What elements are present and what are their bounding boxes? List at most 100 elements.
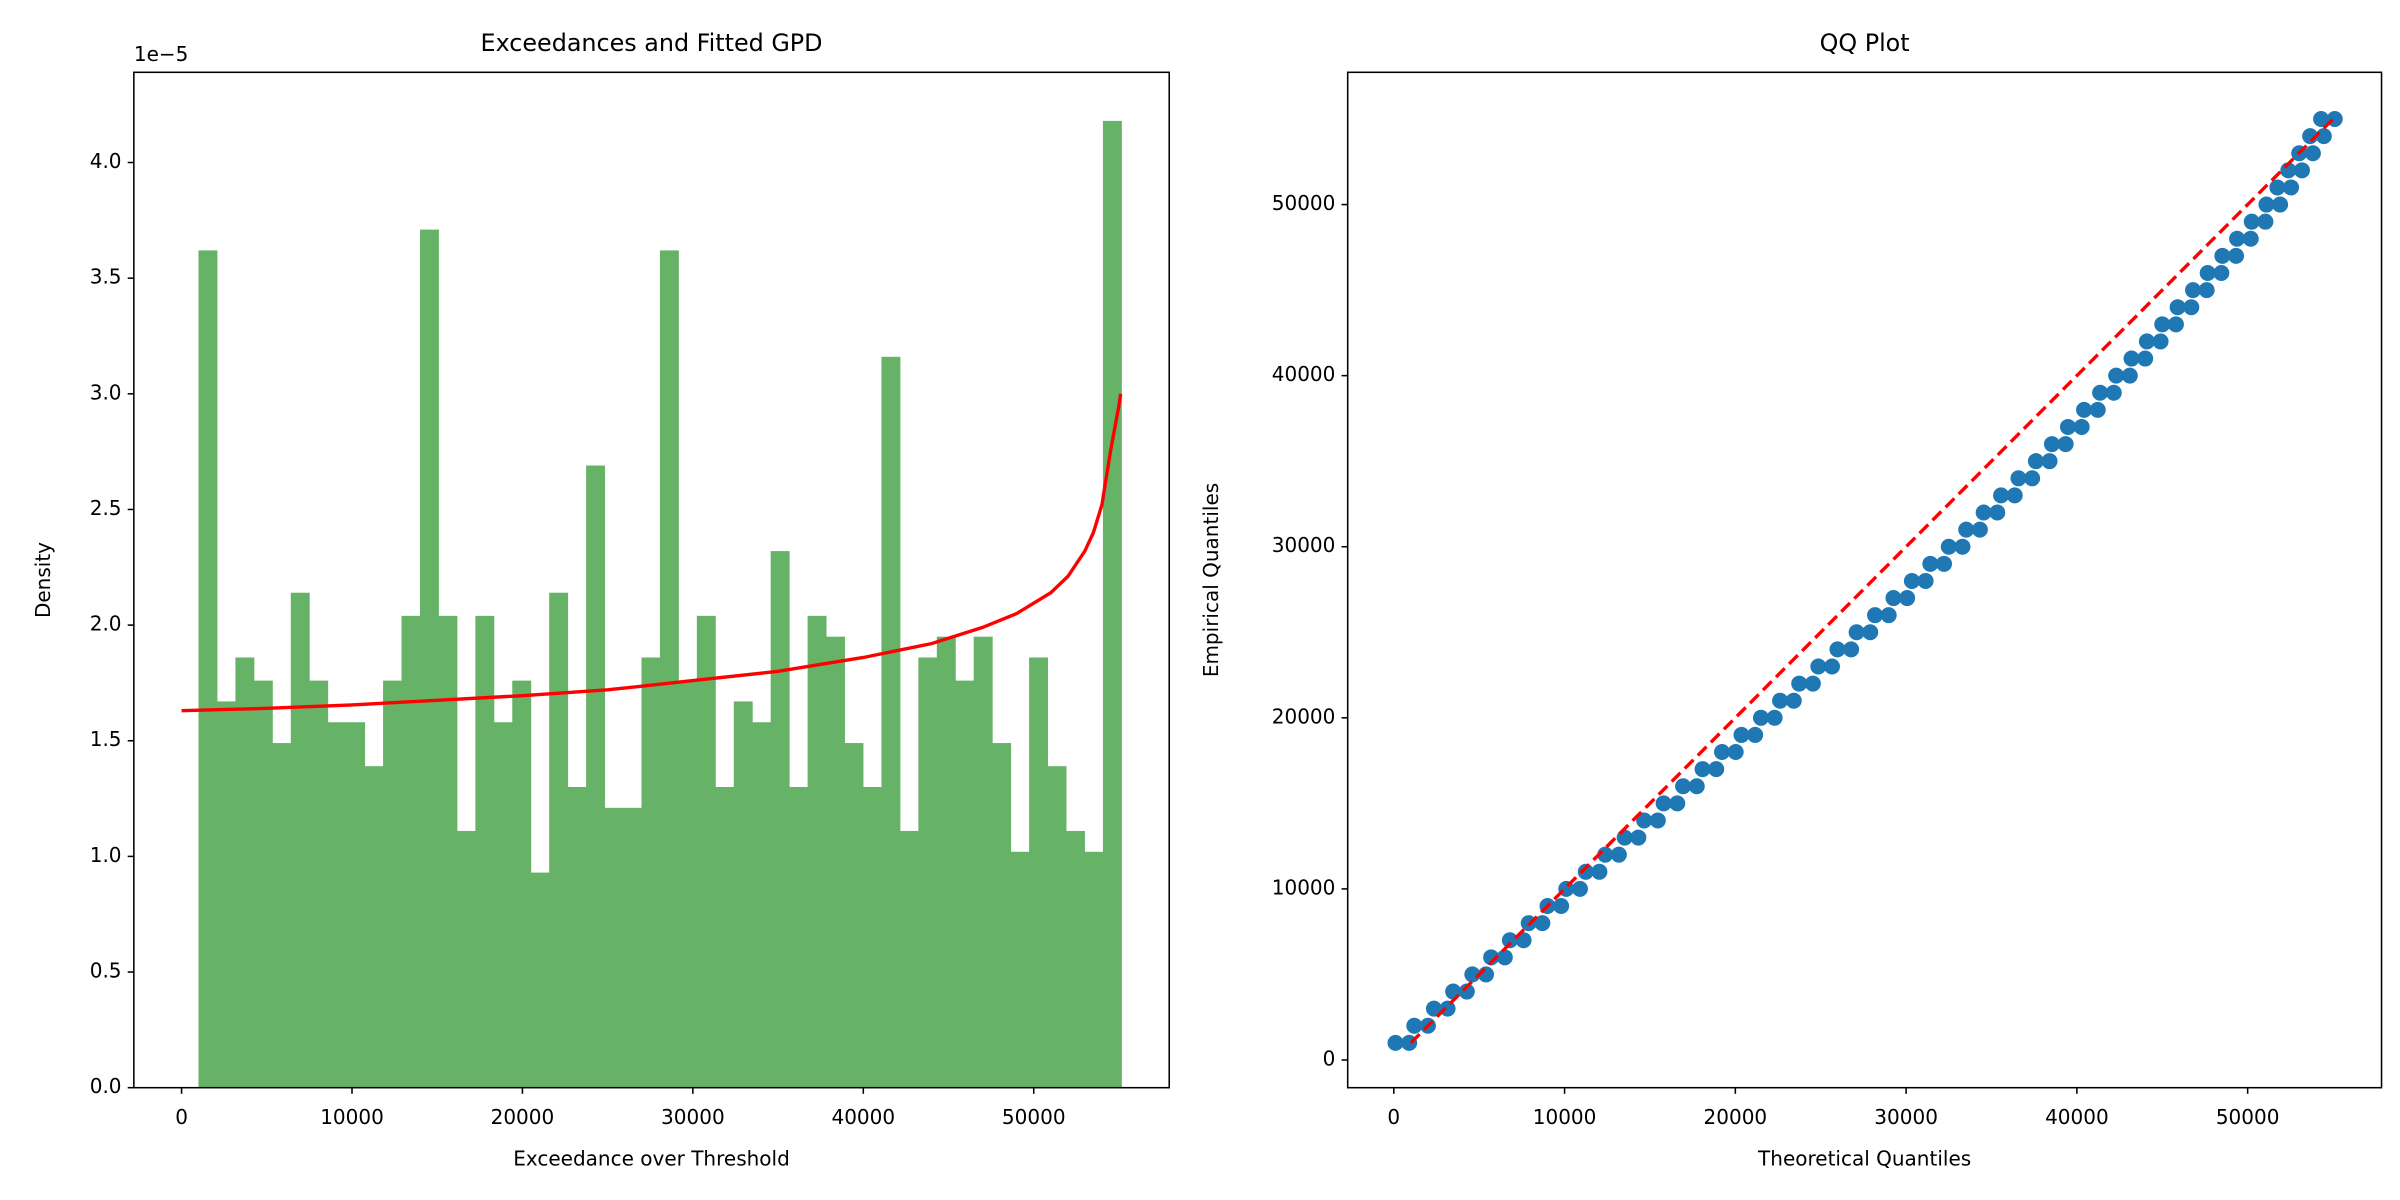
histogram-bar — [641, 657, 661, 1088]
histogram-bar — [678, 680, 698, 1088]
axes-frame — [1346, 71, 2383, 1089]
qq-point — [2214, 247, 2231, 264]
qq-point — [2199, 264, 2216, 281]
x-axis-label: Theoretical Quantiles — [1757, 1147, 1971, 1171]
histogram-bar — [364, 766, 384, 1088]
histogram-bar — [586, 465, 606, 1088]
qq-point — [2185, 282, 2202, 299]
x-tick-label: 40000 — [831, 1105, 895, 1129]
histogram-bar — [456, 830, 476, 1088]
qq-point — [1899, 590, 1916, 607]
qq-point — [1591, 863, 1608, 880]
x-tick-label: 30000 — [661, 1105, 725, 1129]
qq-point — [1439, 1000, 1456, 1017]
histogram-bar — [899, 830, 919, 1088]
histogram-bar — [715, 787, 735, 1088]
y-tick-label: 3.5 — [90, 265, 122, 289]
qq-point — [1989, 504, 2006, 521]
qq-point — [2169, 299, 2186, 316]
qq-point — [2024, 470, 2041, 487]
histogram-bar — [383, 680, 402, 1088]
histogram-bar — [272, 743, 292, 1088]
histogram-bar — [530, 872, 550, 1088]
qq-point — [1810, 658, 1827, 675]
qq-point — [1903, 572, 1920, 589]
qq-point — [2272, 196, 2289, 213]
histogram-bar — [973, 636, 993, 1088]
qq-point — [2228, 247, 2245, 264]
histogram-bar — [475, 615, 495, 1088]
x-tick-label: 20000 — [491, 1105, 555, 1129]
histogram-bar — [862, 787, 882, 1088]
qq-point — [1464, 966, 1481, 983]
qq-point — [1975, 504, 1992, 521]
qq-point — [2257, 213, 2274, 230]
histogram-bar — [419, 229, 439, 1088]
qq-point — [2304, 145, 2321, 162]
y-tick-label: 1.5 — [90, 727, 122, 751]
y-axis-label: Density — [31, 542, 55, 618]
qq-point — [2073, 418, 2090, 435]
qq-point — [2089, 401, 2106, 418]
histogram-bar — [493, 722, 513, 1088]
histogram-bar — [807, 615, 827, 1088]
y-axis-label: Empirical Quantiles — [1199, 483, 1223, 677]
x-tick-label: 0 — [1387, 1105, 1400, 1129]
qq-point — [1804, 675, 1821, 692]
histogram-bar — [309, 680, 329, 1088]
y-tick-label: 0.5 — [90, 959, 122, 983]
histogram-bar — [401, 615, 421, 1088]
qq-point — [1669, 795, 1686, 812]
qq-point — [2105, 384, 2122, 401]
qq-point — [1458, 983, 1475, 1000]
qq-point — [2242, 230, 2259, 247]
y-tick-label: 20000 — [1272, 704, 1336, 728]
histogram-bar — [1084, 851, 1104, 1088]
x-tick-label: 50000 — [2216, 1105, 2280, 1129]
y-tick-label: 0 — [1323, 1046, 1336, 1070]
qq-point — [1936, 555, 1953, 572]
y-tick-label: 0.0 — [90, 1074, 122, 1098]
histogram-bar — [198, 250, 218, 1088]
fitted-gpd-line — [181, 393, 1123, 713]
histogram-bar — [955, 680, 975, 1088]
histogram-bar — [512, 680, 532, 1088]
x-tick-label: 50000 — [1002, 1105, 1066, 1129]
histogram-bar — [696, 615, 716, 1088]
qq-point — [1630, 829, 1647, 846]
qq-point — [1880, 607, 1897, 624]
qq-point — [2167, 316, 2184, 333]
qq-point — [2006, 487, 2023, 504]
qq-point — [1675, 778, 1692, 795]
qq-point — [1571, 880, 1588, 897]
histogram-bar — [1102, 120, 1122, 1088]
qq-point — [1971, 521, 1988, 538]
histogram-bar — [844, 743, 864, 1088]
y-tick-label: 2.5 — [90, 496, 122, 520]
qq-point — [1610, 846, 1627, 863]
qq-point — [1577, 863, 1594, 880]
qq-point — [1940, 538, 1957, 555]
qq-point — [2108, 367, 2125, 384]
qq-point — [1733, 726, 1750, 743]
qq-point — [1791, 675, 1808, 692]
qq-point — [1843, 641, 1860, 658]
qq-point — [1387, 1034, 1404, 1051]
histogram-bar — [235, 657, 255, 1088]
x-tick-label: 0 — [175, 1105, 188, 1129]
qq-point — [2154, 316, 2171, 333]
qq-point — [1867, 607, 1884, 624]
qq-point — [2198, 282, 2215, 299]
x-tick-label: 20000 — [1704, 1105, 1768, 1129]
histogram-bar — [1066, 830, 1085, 1088]
histogram-bar — [881, 356, 901, 1088]
qq-point — [2137, 350, 2154, 367]
histogram-bar — [936, 636, 956, 1088]
axes-frame — [133, 71, 1170, 1089]
qq-point — [1553, 898, 1570, 915]
qq-point — [2152, 333, 2169, 350]
qq-point — [1655, 795, 1672, 812]
chart-title: QQ Plot — [1820, 29, 1910, 57]
qq-point — [1496, 949, 1513, 966]
